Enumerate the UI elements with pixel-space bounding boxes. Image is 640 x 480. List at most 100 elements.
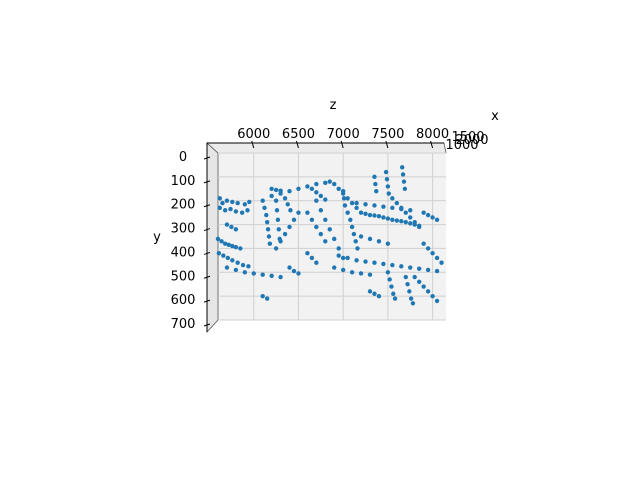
data-point (408, 265, 413, 270)
data-point (275, 217, 281, 222)
data-point (349, 270, 355, 275)
data-point (385, 216, 391, 221)
data-point (425, 267, 431, 273)
data-point (296, 186, 301, 191)
data-point (354, 258, 359, 263)
data-point (273, 198, 279, 203)
data-point (401, 179, 407, 184)
data-point (273, 246, 279, 251)
data-point (421, 284, 426, 289)
data-point (430, 251, 435, 256)
data-point (389, 284, 394, 289)
data-point (327, 179, 332, 184)
y-tick-label: 100 (171, 174, 196, 189)
data-point (226, 242, 231, 248)
data-point (363, 202, 368, 207)
data-point (383, 169, 389, 175)
data-point (278, 188, 283, 193)
data-point (273, 187, 279, 193)
data-point (318, 231, 324, 237)
data-point (349, 224, 355, 230)
y-tick-mark (203, 299, 211, 303)
data-point (392, 296, 398, 301)
y-tick-label: 200 (171, 198, 196, 213)
data-point (367, 236, 373, 242)
data-points (215, 165, 444, 306)
data-point (296, 210, 301, 215)
data-point (358, 234, 364, 239)
data-point (323, 239, 328, 244)
z-tick-mark (385, 140, 389, 149)
data-point (363, 211, 368, 217)
data-point (390, 196, 395, 201)
data-point (385, 184, 391, 189)
data-point (363, 259, 368, 264)
x-axis-label: x (491, 109, 499, 124)
data-point (425, 246, 431, 251)
data-point (372, 174, 377, 180)
data-point (285, 202, 290, 207)
data-point (373, 181, 378, 187)
data-point (230, 258, 235, 263)
data-point (390, 262, 395, 268)
data-point (416, 279, 422, 285)
data-point (314, 198, 319, 203)
data-point (416, 266, 422, 271)
tick-labels: 6000 6500 7000 7500 8000 0 100 200 300 400 500 600 7… (171, 127, 489, 332)
z-tick-label: 7500 (371, 127, 404, 142)
data-point (372, 213, 377, 218)
data-point (394, 200, 400, 206)
data-point (246, 264, 251, 269)
y-tick-mark (203, 204, 211, 208)
data-point (434, 217, 440, 222)
y-tick-label: 0 (179, 150, 187, 165)
data-point (242, 202, 248, 207)
data-point (408, 215, 413, 220)
data-point (245, 208, 250, 213)
data-point (348, 217, 353, 222)
data-point (332, 181, 337, 187)
data-point (332, 265, 337, 270)
data-point (278, 274, 283, 280)
data-point (247, 199, 252, 205)
data-point (345, 255, 350, 261)
data-point (217, 205, 222, 211)
top-pane (205, 142, 447, 154)
data-point (323, 180, 328, 186)
data-point (345, 196, 350, 201)
data-point (260, 198, 265, 203)
grid-lines (218, 152, 446, 321)
data-point (217, 196, 222, 201)
data-point (353, 239, 358, 244)
data-point (314, 224, 319, 230)
data-point (251, 271, 256, 276)
data-point (266, 234, 272, 239)
tick-marks (203, 140, 434, 327)
data-point (367, 272, 373, 277)
data-point (318, 208, 324, 213)
data-point (260, 293, 265, 299)
data-point (238, 246, 243, 251)
data-point (367, 289, 373, 294)
y-tick-mark (203, 251, 211, 255)
data-point (230, 243, 235, 249)
z-tick-label: 7000 (327, 127, 360, 142)
data-point (372, 203, 377, 208)
data-point (314, 260, 319, 265)
data-point (408, 296, 414, 301)
y-tick-mark (203, 180, 211, 184)
data-point (349, 200, 355, 206)
data-point (323, 217, 328, 222)
data-point (314, 190, 319, 195)
data-point (276, 227, 281, 232)
data-point (421, 241, 426, 246)
x-tick-label: 2000 (455, 133, 488, 148)
data-point (399, 219, 404, 224)
data-point (372, 291, 377, 296)
data-point (264, 212, 269, 218)
data-point (403, 274, 408, 280)
data-point (220, 200, 225, 206)
data-point (282, 231, 288, 237)
data-point (434, 298, 440, 304)
data-point (394, 218, 400, 223)
